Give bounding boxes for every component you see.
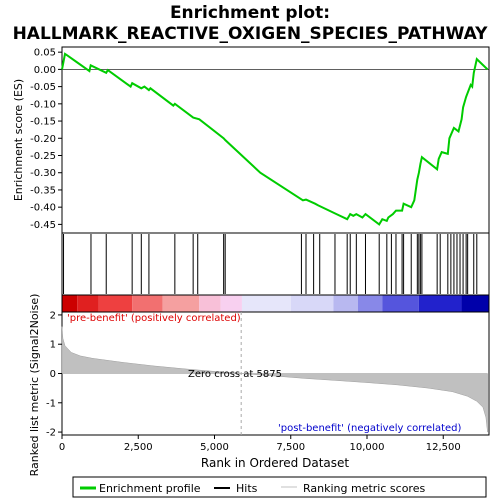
legend-hits-label: Hits bbox=[236, 482, 258, 495]
colorbar-segment bbox=[462, 295, 489, 312]
colorbar-segment bbox=[242, 295, 291, 312]
metric-xtick-label: 2,500 bbox=[124, 442, 153, 453]
post-benefit-label: 'post-benefit' (negatively correlated) bbox=[278, 423, 462, 434]
es-ytick-label: 0.05 bbox=[34, 48, 56, 59]
colorbar-segment bbox=[163, 295, 200, 312]
chart-title-line-1: Enrichment plot: bbox=[170, 3, 330, 23]
metric-ytick-label: 1 bbox=[50, 340, 56, 351]
legend-metric-label: Ranking metric scores bbox=[303, 482, 425, 495]
metric-ytick-label: -2 bbox=[46, 428, 56, 439]
es-ytick-label: -0.45 bbox=[30, 220, 56, 231]
colorbar-segment bbox=[419, 295, 462, 312]
legend-enrichment-label: Enrichment profile bbox=[99, 482, 201, 495]
metric-xtick-label: 7,500 bbox=[276, 442, 305, 453]
colorbar-segment bbox=[99, 295, 133, 312]
hits-panel bbox=[62, 233, 489, 295]
es-y-axis-label: Enrichment score (ES) bbox=[12, 79, 25, 201]
metric-xtick-label: 12,500 bbox=[426, 442, 461, 453]
metric-ytick-label: 0 bbox=[50, 369, 56, 380]
metric-xtick-label: 5,000 bbox=[200, 442, 229, 453]
metric-ytick-label: -1 bbox=[46, 398, 56, 409]
es-ytick-label: -0.15 bbox=[30, 117, 56, 128]
metric-ytick-label: 2 bbox=[50, 310, 56, 321]
metric-xtick-label: 0 bbox=[59, 442, 65, 453]
es-ytick-label: -0.40 bbox=[30, 203, 56, 214]
metric-y-axis-label: Ranked list metric (Signal2Noise) bbox=[28, 294, 41, 477]
zero-cross-label: Zero cross at 5875 bbox=[188, 369, 282, 380]
legend: Enrichment profile Hits Ranking metric s… bbox=[73, 477, 486, 497]
hits-panel-frame bbox=[62, 233, 489, 295]
metric-xtick-label: 10,000 bbox=[350, 442, 385, 453]
rank-colorbar bbox=[62, 295, 489, 312]
colorbar-segment bbox=[62, 295, 77, 312]
colorbar-segment bbox=[132, 295, 163, 312]
es-panel: 0.05 0.00 -0.05 -0.10 -0.15 -0.20 -0.25 -0.30 -0… bbox=[12, 47, 489, 233]
colorbar-segment bbox=[291, 295, 334, 312]
colorbar-segment bbox=[199, 295, 220, 312]
es-ytick-label: -0.05 bbox=[30, 82, 56, 93]
colorbar-segment bbox=[382, 295, 419, 312]
chart-title-line-2: HALLMARK_REACTIVE_OXIGEN_SPECIES_PATHWAY bbox=[13, 24, 489, 44]
es-panel-frame bbox=[62, 47, 489, 233]
colorbar-segment bbox=[77, 295, 98, 312]
x-axis-label: Rank in Ordered Dataset bbox=[201, 456, 349, 470]
es-ytick-label: -0.20 bbox=[30, 134, 56, 145]
es-ytick-label: 0.00 bbox=[34, 65, 56, 76]
metric-panel: 2 1 0 -1 -2 0 2,500 5,000 7,500 10,000 12,500 'pr… bbox=[28, 294, 489, 477]
es-ytick-label: -0.35 bbox=[30, 185, 56, 196]
es-ytick-label: -0.30 bbox=[30, 168, 56, 179]
colorbar-segment bbox=[333, 295, 357, 312]
es-ytick-label: -0.10 bbox=[30, 99, 56, 110]
colorbar-segment bbox=[358, 295, 382, 312]
pre-benefit-label: 'pre-benefit' (positively correlated) bbox=[67, 313, 241, 324]
es-ytick-label: -0.25 bbox=[30, 151, 56, 162]
colorbar-segment bbox=[221, 295, 242, 312]
